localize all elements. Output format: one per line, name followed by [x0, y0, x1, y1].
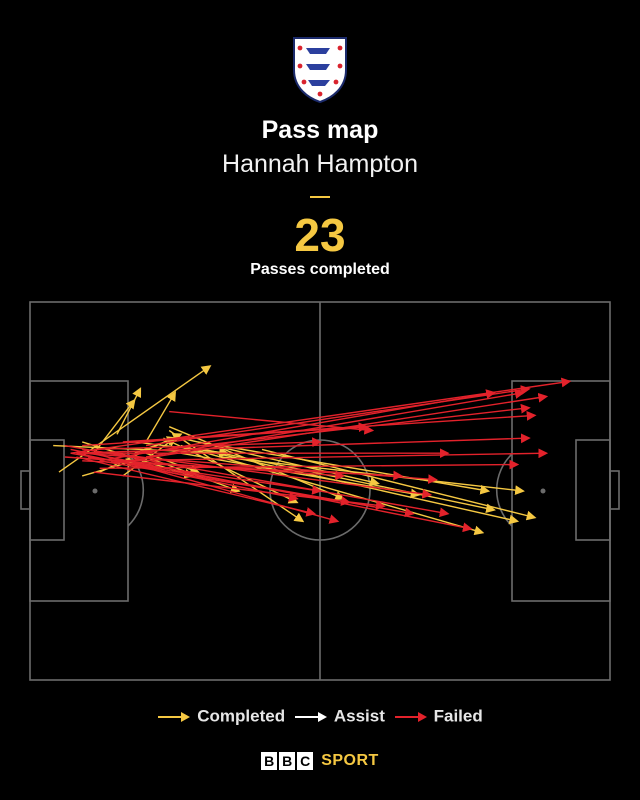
- left-six-yard-box: [29, 439, 65, 541]
- passes-completed-count: 23: [294, 209, 346, 261]
- bbc-sport-logo: B B C SPORT: [0, 752, 640, 770]
- pass-arrows: [53, 365, 572, 536]
- pass-arrow-failed-47: [134, 403, 531, 454]
- pass-arrow-completed-18: [180, 444, 485, 536]
- left-penalty-spot: [92, 488, 98, 494]
- legend-completed: Completed: [157, 706, 285, 727]
- pass-arrow-failed-33: [70, 448, 473, 533]
- england-crest: [293, 37, 347, 104]
- pass-arrow-completed-10: [145, 391, 176, 443]
- bbc-logo-letter-b2: B: [279, 752, 296, 770]
- pass-arrow-completed-6: [116, 387, 142, 435]
- legend-assist-label: Assist: [333, 706, 385, 726]
- pass-arrow-failed-49: [64, 456, 346, 481]
- chart-title: Pass map: [261, 116, 379, 144]
- assist-arrow-icon: [294, 711, 327, 722]
- failed-arrow-icon: [394, 711, 427, 722]
- right-penalty-area: [511, 380, 611, 602]
- bbc-logo-letter-b1: B: [261, 752, 278, 770]
- completed-arrow-icon: [158, 711, 191, 722]
- pass-arrow-failed-51: [169, 410, 375, 435]
- pass-arrow-failed-43: [145, 385, 531, 447]
- pass-arrow-completed-23: [261, 448, 537, 521]
- right-six-yard-box: [575, 439, 611, 541]
- pass-arrow-failed-39: [93, 437, 322, 451]
- right-penalty-spot: [540, 488, 546, 494]
- pass-arrow-failed-38: [111, 448, 549, 462]
- pass-arrow-failed-46: [128, 392, 549, 462]
- pitch-diagram: [20, 301, 620, 681]
- bbc-logo-letter-c: C: [297, 752, 314, 770]
- legend-assist: Assist: [294, 706, 385, 727]
- player-name: Hannah Hampton: [222, 150, 418, 178]
- pass-arrow-failed-37: [99, 459, 520, 470]
- title-divider: [310, 196, 330, 198]
- legend-failed: Failed: [394, 706, 483, 727]
- pass-arrow-completed-13: [163, 437, 299, 504]
- sport-wordmark: SPORT: [321, 752, 379, 769]
- passes-completed-label: Passes completed: [250, 261, 390, 278]
- legend-failed-label: Failed: [433, 706, 483, 726]
- left-penalty-area: [29, 380, 129, 602]
- legend-completed-label: Completed: [197, 706, 286, 726]
- legend: Completed Assist Failed: [0, 706, 640, 727]
- pass-arrow-failed-27: [76, 456, 317, 517]
- pass-arrow-completed-21: [215, 452, 520, 525]
- pass-arrow-failed-48: [145, 389, 525, 458]
- pass-arrow-completed-50: [53, 444, 230, 458]
- right-goal: [609, 470, 620, 510]
- pass-arrow-failed-42: [122, 411, 537, 443]
- pass-arrow-completed-20: [203, 448, 496, 514]
- left-goal: [20, 470, 31, 510]
